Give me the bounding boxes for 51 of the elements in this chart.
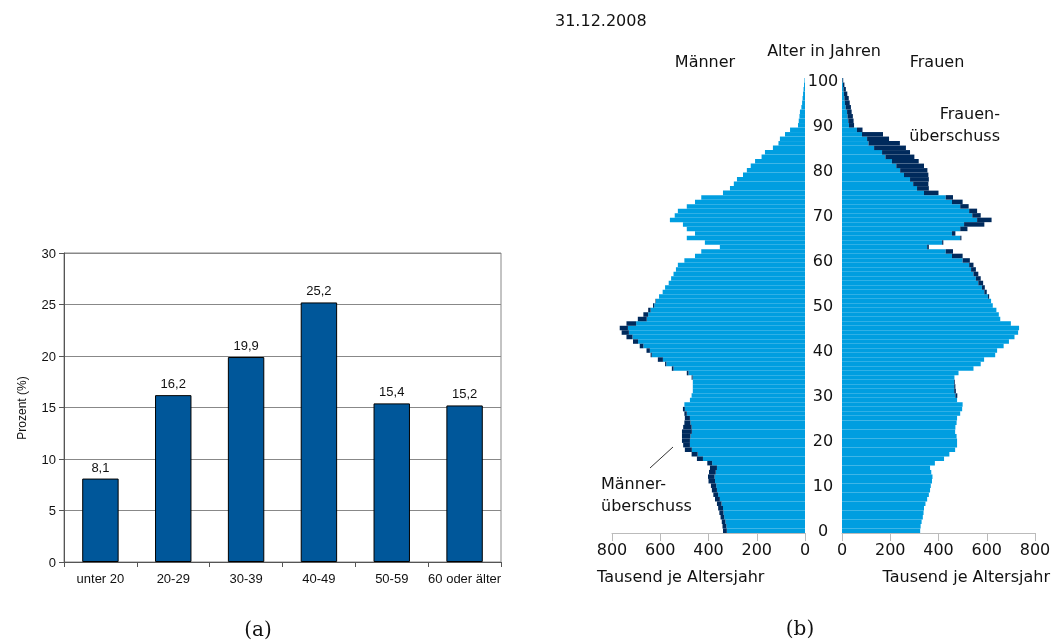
y-tick-label: 5 — [48, 503, 56, 518]
x-tick-label: 60 oder älter — [428, 571, 502, 586]
text: (b) — [785, 616, 815, 640]
y-tick-label: 90 — [812, 115, 834, 135]
x-tick-label: 800 — [1019, 539, 1051, 559]
y-tick-label: 50 — [812, 296, 834, 315]
x-tick-label: 0 — [836, 539, 848, 559]
y-axis-title: Prozent (%) — [15, 376, 29, 440]
x-tick-label: unter 20 — [76, 571, 125, 586]
y-tick-label: 15 — [41, 400, 56, 415]
y-tick-label: 20 — [41, 348, 56, 364]
x-tick-label: 50-59 — [375, 571, 409, 586]
y-tick-label: 0 — [817, 521, 829, 541]
annotation: Männer- überschuss — [601, 473, 692, 515]
x-tick-label: 400 — [923, 539, 954, 559]
y-tick-label: 70 — [812, 205, 834, 225]
y-tick-label: 0 — [48, 554, 56, 570]
x-tick-label: 400 — [693, 539, 724, 559]
y-tick-label: 30 — [41, 245, 56, 261]
x-tick-label: 200 — [741, 539, 773, 559]
y-tick-label: 100 — [807, 70, 839, 90]
chart-title: Männer — [674, 51, 736, 71]
y-tick-label: 10 — [41, 451, 56, 467]
x-tick-label: 40-49 — [302, 571, 336, 586]
y-tick-label: 30 — [812, 386, 834, 406]
y-tick-label: 60 — [812, 250, 834, 270]
x-tick-label: 800 — [596, 539, 628, 559]
x-axis-title: Tausend je Altersjahr — [881, 566, 1051, 586]
y-tick-label: 80 — [812, 160, 834, 180]
data-label: 15,2 — [451, 386, 478, 402]
x-tick-label: 30-39 — [229, 571, 263, 586]
x-tick-label: 0 — [799, 539, 811, 559]
x-tick-label: 20-29 — [156, 571, 190, 586]
data-label: 25,2 — [306, 283, 332, 299]
y-tick-label: 40 — [812, 341, 834, 361]
chart-title: Frauen — [909, 51, 965, 71]
x-tick-label: 200 — [874, 539, 906, 559]
chart-subtitle: 31.12.2008 — [555, 10, 647, 30]
text: (a) — [244, 617, 272, 641]
y-tick-label: 10 — [812, 476, 834, 496]
data-label: 16,2 — [160, 376, 186, 392]
data-label: 19,9 — [233, 338, 259, 354]
y-tick-label: 20 — [812, 431, 834, 451]
data-label: 8,1 — [91, 459, 110, 475]
x-tick-label: 600 — [971, 539, 1003, 559]
x-tick-label: 600 — [644, 539, 676, 559]
y-axis-title: Alter in Jahren — [767, 40, 881, 60]
data-label: 15,4 — [379, 384, 405, 400]
annotation: Frauen- überschuss — [909, 103, 1000, 145]
x-axis-title: Tausend je Altersjahr — [596, 566, 765, 586]
y-tick-label: 25 — [41, 297, 56, 312]
